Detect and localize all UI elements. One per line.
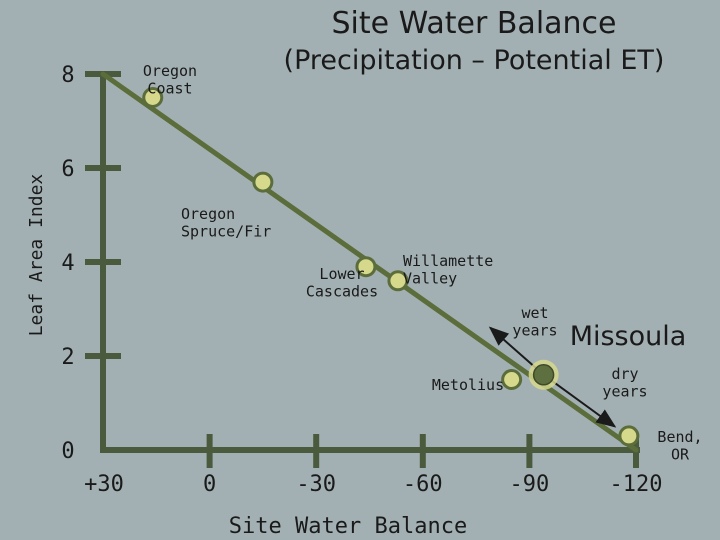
axes-layer: 0 2 4 6 8 +30 0 -30 -60 -90 -120 (61, 63, 662, 497)
point-lower (355, 256, 377, 278)
wet-years-label: wet years (512, 304, 557, 339)
point-bend (618, 425, 640, 447)
y-tick-label: 8 (61, 63, 74, 88)
y-tick-label: 6 (61, 157, 74, 182)
x-tick-label: +30 (84, 472, 124, 497)
x-tick-label: 0 (203, 472, 216, 497)
label-oregon: Oregon Spruce/Fir (181, 205, 271, 240)
label-metolius: Metolius (432, 376, 504, 394)
dry-years-label: dry years (602, 365, 647, 400)
label-lower: Lower Cascades (306, 265, 378, 300)
y-tick-label: 4 (61, 251, 74, 276)
point-metolius (501, 369, 523, 390)
x-tick-label: -90 (510, 472, 550, 497)
label-bend: Bend, OR (657, 428, 702, 463)
point-oregon (142, 87, 164, 108)
chart-title: Site Water Balance (332, 6, 617, 41)
point-oregon (252, 171, 274, 193)
label-oregon: Oregon Coast (143, 62, 197, 97)
x-tick-label: -60 (403, 472, 443, 497)
y-tick-label: 2 (61, 345, 74, 370)
x-axis-title: Site Water Balance (229, 514, 467, 539)
y-tick-label: 0 (61, 439, 74, 464)
chart-subtitle: (Precipitation – Potential ET) (284, 45, 665, 76)
x-tick-label: -30 (296, 472, 336, 497)
y-axis-title: Leaf Area Index (26, 174, 47, 337)
point-willamette (387, 270, 409, 292)
label-missoula: Missoula (570, 321, 687, 352)
point-missoula (532, 364, 555, 386)
x-tick-label: -120 (610, 472, 663, 497)
label-willamette: Willamette Valley (403, 252, 493, 287)
marks-layer: Oregon Coast Oregon Spruce/Fir Lower Cascades… (100, 62, 703, 463)
